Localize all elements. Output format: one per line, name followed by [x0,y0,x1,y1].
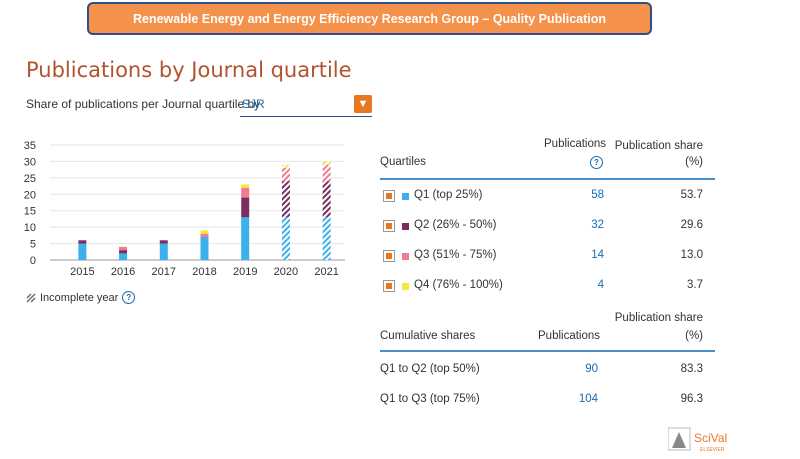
x-tick-label: 2015 [70,266,94,278]
y-tick-label: 15 [24,206,36,218]
quartile-row[interactable]: Q2 (26% - 50%) 32 29.6 [380,218,715,248]
publications-count-link[interactable]: 58 [591,189,604,201]
share-label: Share of publications per Journal quarti… [26,97,261,111]
publication-share-value: 83.3 [680,363,703,375]
publication-share-unit: (%) [685,330,703,342]
x-tick-label: 2018 [192,266,216,278]
bar-q2-2021[interactable] [322,181,331,218]
quartile-row[interactable]: Q4 (76% - 100%) 4 3.7 [380,278,715,308]
bar-q1-2016[interactable] [119,253,128,260]
row-label: Q3 (51% - 75%) [414,249,497,261]
x-tick-label: 2021 [314,266,338,278]
incomplete-year-label: Incomplete year [40,291,119,304]
publications-count-link[interactable]: 104 [578,393,598,405]
publications-header: Publications [538,330,601,342]
y-tick-label: 25 [24,173,36,185]
x-tick-label: 2017 [152,266,176,278]
bar-q2-2019[interactable] [241,197,250,218]
cumulative-header: Cumulative shares [380,330,476,342]
help-icon[interactable]: ? [122,291,136,304]
publication-share-value: 96.3 [680,393,703,405]
divider [380,178,715,180]
bar-q3-2016[interactable] [119,246,128,251]
y-tick-label: 0 [30,255,36,267]
hatch-swatch-icon [26,293,36,302]
bar-q2-2020[interactable] [281,181,290,218]
bar-q4-2019[interactable] [241,184,250,188]
bar-q4-2018[interactable] [200,230,209,234]
bar-q3-2020[interactable] [281,168,290,182]
publications-header: Publications [544,138,607,150]
bar-q2-2017[interactable] [159,240,168,244]
logo-sub: ELSEVIER [700,447,725,453]
y-tick-label: 30 [24,156,36,168]
cumulative-table: Publication share Cumulative shares Publ… [380,310,715,420]
cumulative-row: Q1 to Q3 (top 75%) 104 96.3 [380,392,715,422]
publication-share-value: 3.7 [687,279,703,291]
metric-dropdown[interactable]: SJR ▼ [240,95,372,117]
bar-q1-2017[interactable] [159,243,168,260]
bar-q2-2016[interactable] [119,250,128,254]
quartile-checkbox[interactable] [383,220,395,232]
chevron-down-icon[interactable]: ▼ [354,95,372,113]
y-tick-label: 10 [24,222,36,234]
cumulative-row: Q1 to Q2 (top 50%) 90 83.3 [380,362,715,392]
y-tick-label: 20 [24,189,36,201]
publication-share-value: 53.7 [680,189,703,201]
legend-swatch [402,193,409,200]
row-label: Q1 to Q2 (top 50%) [380,363,480,375]
publications-count-link[interactable]: 4 [597,279,604,291]
row-label: Q1 (top 25%) [414,189,483,201]
x-tick-label: 2019 [233,266,257,278]
quartile-row[interactable]: Q1 (top 25%) 58 53.7 [380,188,715,218]
publication-share-unit: (%) [685,156,703,168]
bar-q4-2021[interactable] [322,161,331,165]
quartiles-header: Quartiles [380,156,427,168]
x-tick-label: 2020 [274,266,298,278]
metric-dropdown-value: SJR [242,97,265,111]
row-label: Q2 (26% - 50%) [414,219,497,231]
bar-q3-2019[interactable] [241,187,250,198]
bar-q1-2019[interactable] [241,217,250,260]
bar-q4-2020[interactable] [281,164,290,168]
legend-swatch [402,223,409,230]
legend-swatch [402,283,409,290]
row-label: Q4 (76% - 100%) [414,279,503,291]
publications-count-link[interactable]: 14 [591,249,604,261]
bar-q1-2021[interactable] [322,217,331,260]
y-tick-label: 5 [30,239,36,251]
publication-share-value: 13.0 [680,249,703,261]
quartile-bar-chart: 0 5 10 15 20 25 30 35 2015 2016 2017 2018 2019 2020 20… [24,140,345,278]
incomplete-year-legend: Incomplete year ? [26,291,136,304]
logo-name: SciVal [694,431,727,445]
bar-q1-2018[interactable] [200,237,209,260]
publications-count-link[interactable]: 32 [591,219,604,231]
help-icon[interactable]: ? [590,156,603,169]
publication-share-header: Publication share [614,312,703,324]
quartile-row[interactable]: Q3 (51% - 75%) 14 13.0 [380,248,715,278]
row-label: Q1 to Q3 (top 75%) [380,393,480,405]
report-banner: Renewable Energy and Energy Efficiency R… [87,2,652,35]
quartile-table: Quartiles Publications ? Publication sha… [380,138,715,298]
divider [380,350,715,352]
quartile-checkbox[interactable] [383,190,395,202]
bar-q1-2020[interactable] [281,217,290,260]
bar-q3-2018[interactable] [200,233,209,237]
bar-q2-2015[interactable] [78,240,87,244]
quartile-checkbox[interactable] [383,280,395,292]
bar-q3-2021[interactable] [322,164,331,182]
legend-swatch [402,253,409,260]
publication-share-value: 29.6 [680,219,703,231]
quartile-checkbox[interactable] [383,250,395,262]
publication-share-header: Publication share [614,140,703,152]
x-tick-label: 2016 [111,266,135,278]
bar-q1-2015[interactable] [78,243,87,260]
page-title: Publications by Journal quartile [26,58,352,82]
publications-count-link[interactable]: 90 [585,363,598,375]
scival-logo: SciVal ELSEVIER [667,426,758,459]
y-tick-label: 35 [24,140,36,152]
